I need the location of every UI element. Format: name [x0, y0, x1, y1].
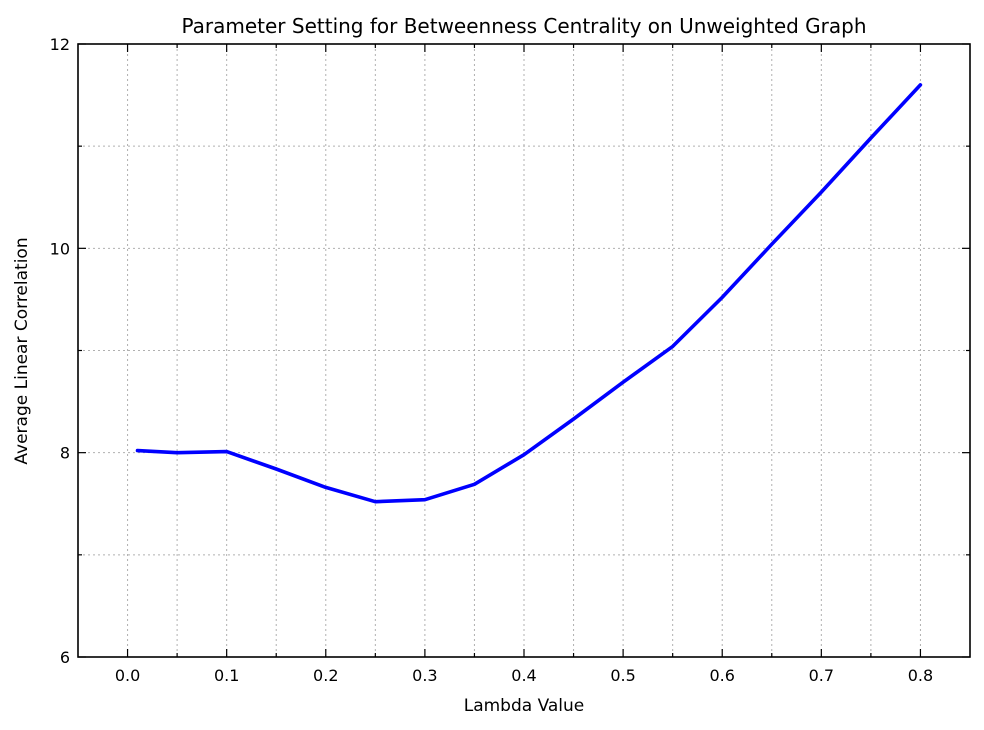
series-layer: [135, 83, 923, 504]
y-tick-label: 10: [50, 239, 70, 258]
x-tick-label: 0.7: [809, 666, 834, 685]
chart-title: Parameter Setting for Betweenness Centra…: [181, 14, 866, 38]
y-axis-title: Average Linear Correlation: [12, 237, 32, 464]
x-tick-label: 0.3: [412, 666, 437, 685]
y-tick-label: 12: [50, 35, 70, 54]
grid-layer: [78, 44, 970, 657]
x-axis-title: Lambda Value: [464, 696, 585, 716]
x-tick-label: 0.0: [115, 666, 140, 685]
series-line: [135, 83, 923, 504]
x-tick-label: 0.6: [709, 666, 734, 685]
y-tick-label: 8: [60, 444, 70, 463]
x-tick-label: 0.5: [610, 666, 635, 685]
tick-layer: [78, 43, 970, 658]
x-tick-label: 0.8: [908, 666, 933, 685]
x-tick-label: 0.2: [313, 666, 338, 685]
x-tick-label: 0.4: [511, 666, 536, 685]
y-tick-label: 6: [60, 648, 70, 667]
label-layer: 0.0 0.1 0.2 0.3 0.4 0.5 0.6 0.7 0.8 6 8 10 12: [50, 35, 934, 685]
x-tick-label: 0.1: [214, 666, 239, 685]
